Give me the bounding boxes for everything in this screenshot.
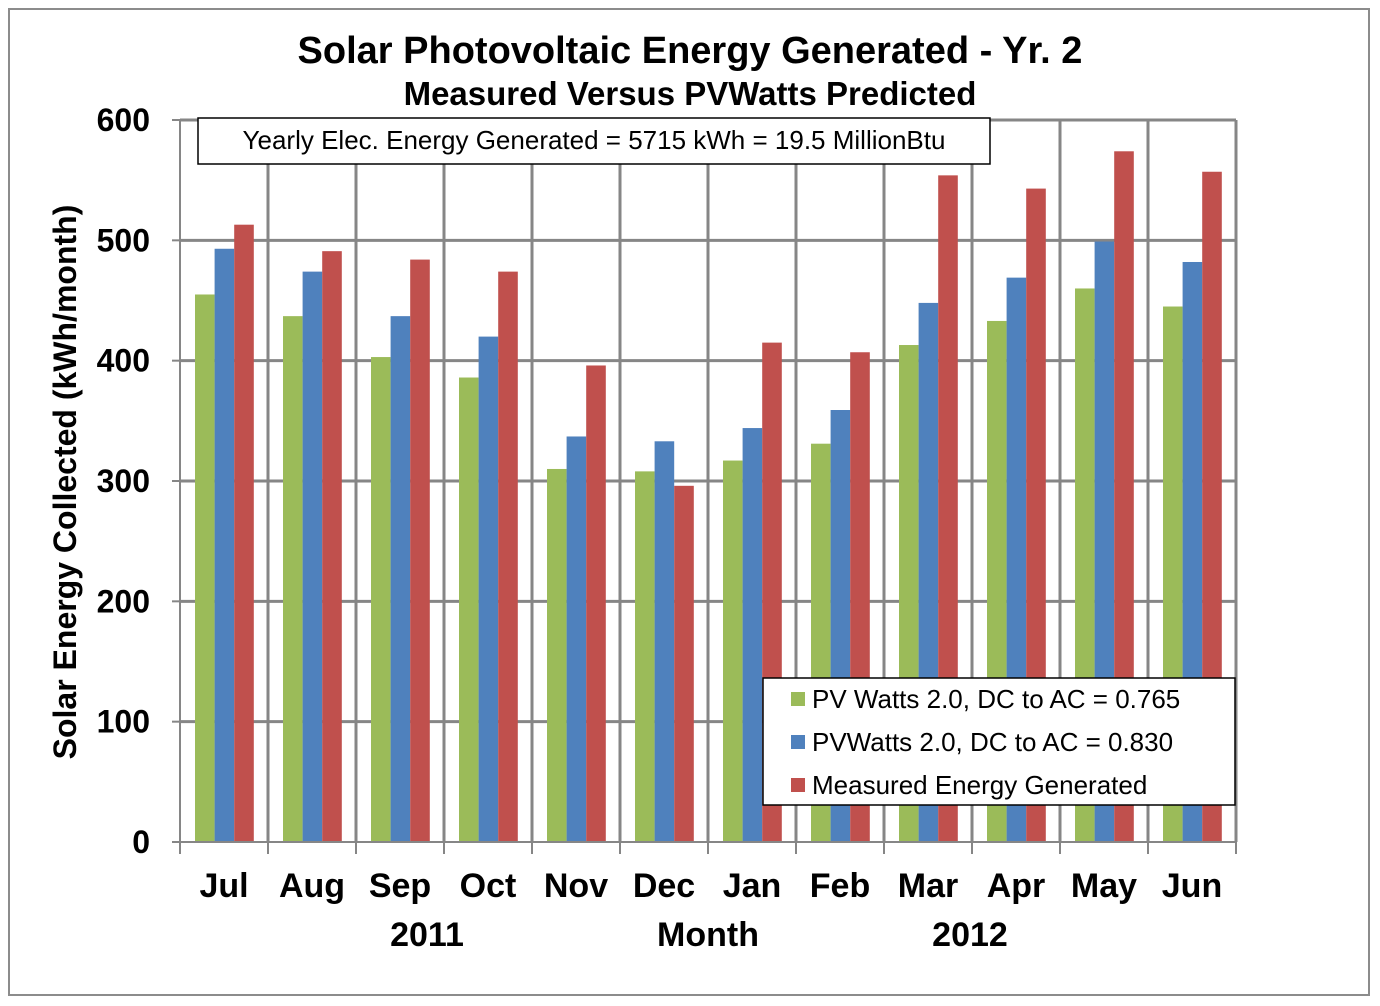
annotation-text: Yearly Elec. Energy Generated = 5715 kWh… — [243, 125, 946, 155]
bar-oct-series-3 — [498, 271, 518, 842]
chart-frame — [8, 8, 1370, 996]
y-tick-label: 100 — [97, 704, 150, 740]
bar-nov-series-3 — [586, 365, 606, 842]
x-tick-label: Aug — [279, 867, 345, 905]
x-tick-label: May — [1071, 867, 1137, 905]
bar-aug-series-3 — [322, 251, 342, 842]
y-tick-label: 300 — [97, 463, 150, 499]
bar-jan-series-1 — [723, 460, 743, 842]
bar-oct-series-1 — [459, 377, 479, 842]
x-tick-label: Feb — [810, 867, 870, 905]
bar-jun-series-3 — [1202, 171, 1222, 842]
bar-jul-series-3 — [234, 224, 254, 842]
x-tick-label: Sep — [369, 867, 431, 905]
bar-dec-series-1 — [635, 471, 655, 842]
bar-nov-series-1 — [547, 468, 567, 842]
y-tick-label: 500 — [97, 222, 150, 258]
bar-oct-series-2 — [478, 336, 499, 842]
legend-box — [762, 677, 1236, 806]
y-tick-label: 400 — [97, 343, 150, 379]
x-axis-label: Month — [657, 916, 759, 954]
bar-dec-series-3 — [674, 485, 694, 842]
year-label-2011: 2011 — [390, 916, 464, 954]
x-tick-label: Oct — [460, 867, 517, 905]
annotation-box — [197, 117, 991, 165]
legend: PV Watts 2.0, DC to AC = 0.765 PVWatts 2.… — [762, 677, 1236, 806]
legend-label: Measured Energy Generated — [812, 770, 1147, 800]
chart-subtitle: Measured Versus PVWatts Predicted — [404, 75, 977, 112]
y-tick-label: 0 — [132, 824, 150, 860]
legend-label: PV Watts 2.0, DC to AC = 0.765 — [812, 684, 1180, 714]
bar-jul-series-1 — [195, 294, 215, 842]
legend-swatch — [791, 735, 805, 749]
legend-label: PVWatts 2.0, DC to AC = 0.830 — [812, 727, 1173, 757]
y-tick-label: 600 — [97, 102, 150, 138]
x-tick-label: Dec — [633, 867, 695, 905]
y-axis-label: Solar Energy Collected (kWh/month) — [47, 205, 83, 760]
x-tick-label: Apr — [987, 867, 1046, 905]
bar-sep-series-1 — [371, 357, 391, 842]
bar-jan-series-2 — [742, 428, 763, 842]
bar-aug-series-2 — [302, 271, 323, 842]
year-label-2012: 2012 — [932, 916, 1008, 954]
bar-aug-series-1 — [283, 316, 303, 843]
bar-jul-series-2 — [214, 248, 235, 843]
bar-mar-series-3 — [938, 175, 958, 842]
bar-sep-series-2 — [390, 316, 411, 843]
bar-sep-series-3 — [410, 259, 430, 842]
x-tick-label: Jan — [723, 867, 782, 905]
bar-dec-series-2 — [654, 441, 675, 842]
chart-title: Solar Photovoltaic Energy Generated - Yr… — [298, 30, 1083, 72]
x-tick-label: Nov — [544, 867, 608, 905]
legend-swatch — [791, 778, 805, 792]
y-tick-label: 200 — [97, 583, 150, 619]
bar-nov-series-2 — [566, 436, 587, 842]
bar-may-series-3 — [1114, 151, 1134, 842]
x-tick-label: Mar — [898, 867, 958, 905]
legend-swatch — [791, 692, 805, 706]
x-tick-label: Jul — [199, 867, 248, 905]
x-tick-label: Jun — [1162, 867, 1222, 905]
